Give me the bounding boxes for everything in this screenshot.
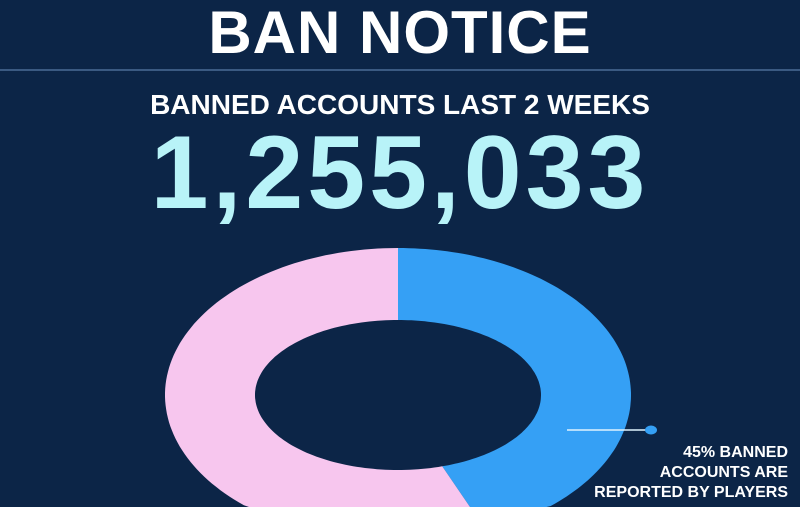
- annotation: 45% BANNED ACCOUNTS ARE REPORTED BY PLAY…: [548, 443, 788, 503]
- page-title: BAN NOTICE: [208, 0, 592, 66]
- annotation-line-3: REPORTED BY PLAYERS: [594, 484, 788, 501]
- divider: [0, 69, 800, 71]
- banned-total: 1,255,033: [150, 115, 650, 231]
- annotation-line-1: 45% BANNED: [683, 444, 788, 461]
- annotation-line-2: ACCOUNTS ARE: [659, 464, 788, 481]
- donut-slice-0: [398, 248, 631, 507]
- donut-slice-1: [165, 248, 470, 507]
- leader-dot: [645, 425, 657, 435]
- subtitle: BANNED ACCOUNTS LAST 2 WEEKS: [150, 89, 650, 120]
